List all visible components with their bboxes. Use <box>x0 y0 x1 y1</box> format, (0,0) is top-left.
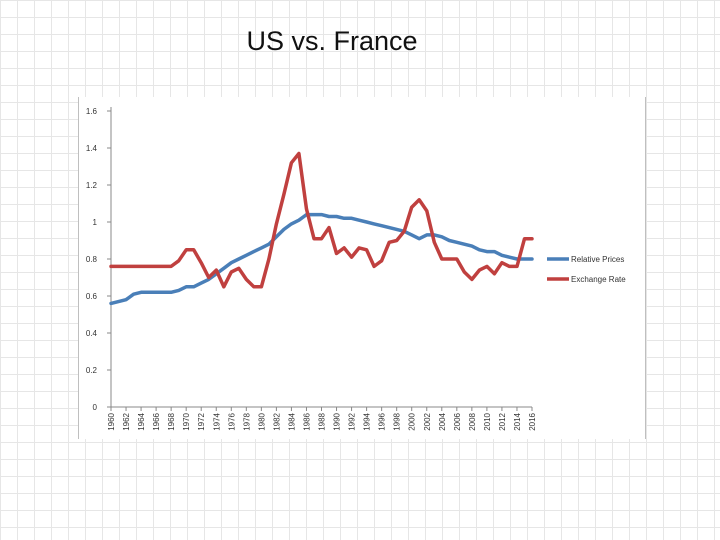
legend-label: Relative Prices <box>571 255 624 264</box>
x-tick-label: 1964 <box>137 412 146 430</box>
x-tick-label: 1976 <box>227 412 236 430</box>
y-tick-label: 1.6 <box>86 107 98 116</box>
x-tick-label: 2014 <box>513 412 522 430</box>
y-tick-label: 0 <box>93 403 98 412</box>
x-tick-label: 1980 <box>257 412 266 430</box>
x-tick-label: 1990 <box>333 412 342 430</box>
y-tick-label: 1.4 <box>86 144 98 153</box>
x-tick-label: 1962 <box>122 412 131 430</box>
x-tick-label: 1974 <box>212 412 221 430</box>
y-tick-label: 1 <box>93 218 98 227</box>
slide-title: US vs. France <box>246 26 418 56</box>
x-tick-label: 1994 <box>363 412 372 430</box>
x-tick-label: 1966 <box>152 412 161 430</box>
y-tick-label: 0.8 <box>86 255 98 264</box>
x-tick-label: 1996 <box>378 412 387 430</box>
y-tick-label: 1.2 <box>86 181 98 190</box>
x-tick-label: 2000 <box>408 412 417 430</box>
x-tick-label: 1988 <box>318 412 327 430</box>
relative-prices-line <box>109 212 534 306</box>
x-tick-label: 1982 <box>272 412 281 430</box>
x-tick-label: 1986 <box>302 412 311 430</box>
x-tick-label: 1968 <box>167 412 176 430</box>
x-tick-label: 1992 <box>348 412 357 430</box>
x-tick-label: 2006 <box>453 412 462 430</box>
exchange-rate-line <box>109 151 534 289</box>
x-tick-label: 1970 <box>182 412 191 430</box>
x-tick-label: 1972 <box>197 412 206 430</box>
x-tick-label: 1998 <box>393 412 402 430</box>
x-tick-label: 2016 <box>528 412 537 430</box>
x-tick-label: 2002 <box>423 412 432 430</box>
x-tick-label: 2012 <box>498 412 507 430</box>
line-chart: 0 0.2 0.4 0.6 0.8 1 1.2 1.4 1.6 1960 1962 1964 1966 1… <box>86 107 626 431</box>
x-tick-label: 1984 <box>287 412 296 430</box>
x-tick-label: 2008 <box>468 412 477 430</box>
y-tick-label: 0.2 <box>86 366 98 375</box>
x-tick-label: 1978 <box>242 412 251 430</box>
y-tick-label: 0.4 <box>86 329 98 338</box>
legend-label: Exchange Rate <box>571 275 626 284</box>
x-tick-label: 2004 <box>438 412 447 430</box>
chart-panel: 0 0.2 0.4 0.6 0.8 1 1.2 1.4 1.6 1960 1962 1964 1966 1… <box>78 97 646 439</box>
x-tick-label: 2010 <box>483 412 492 430</box>
x-tick-label: 1960 <box>107 412 116 430</box>
y-tick-label: 0.6 <box>86 292 98 301</box>
